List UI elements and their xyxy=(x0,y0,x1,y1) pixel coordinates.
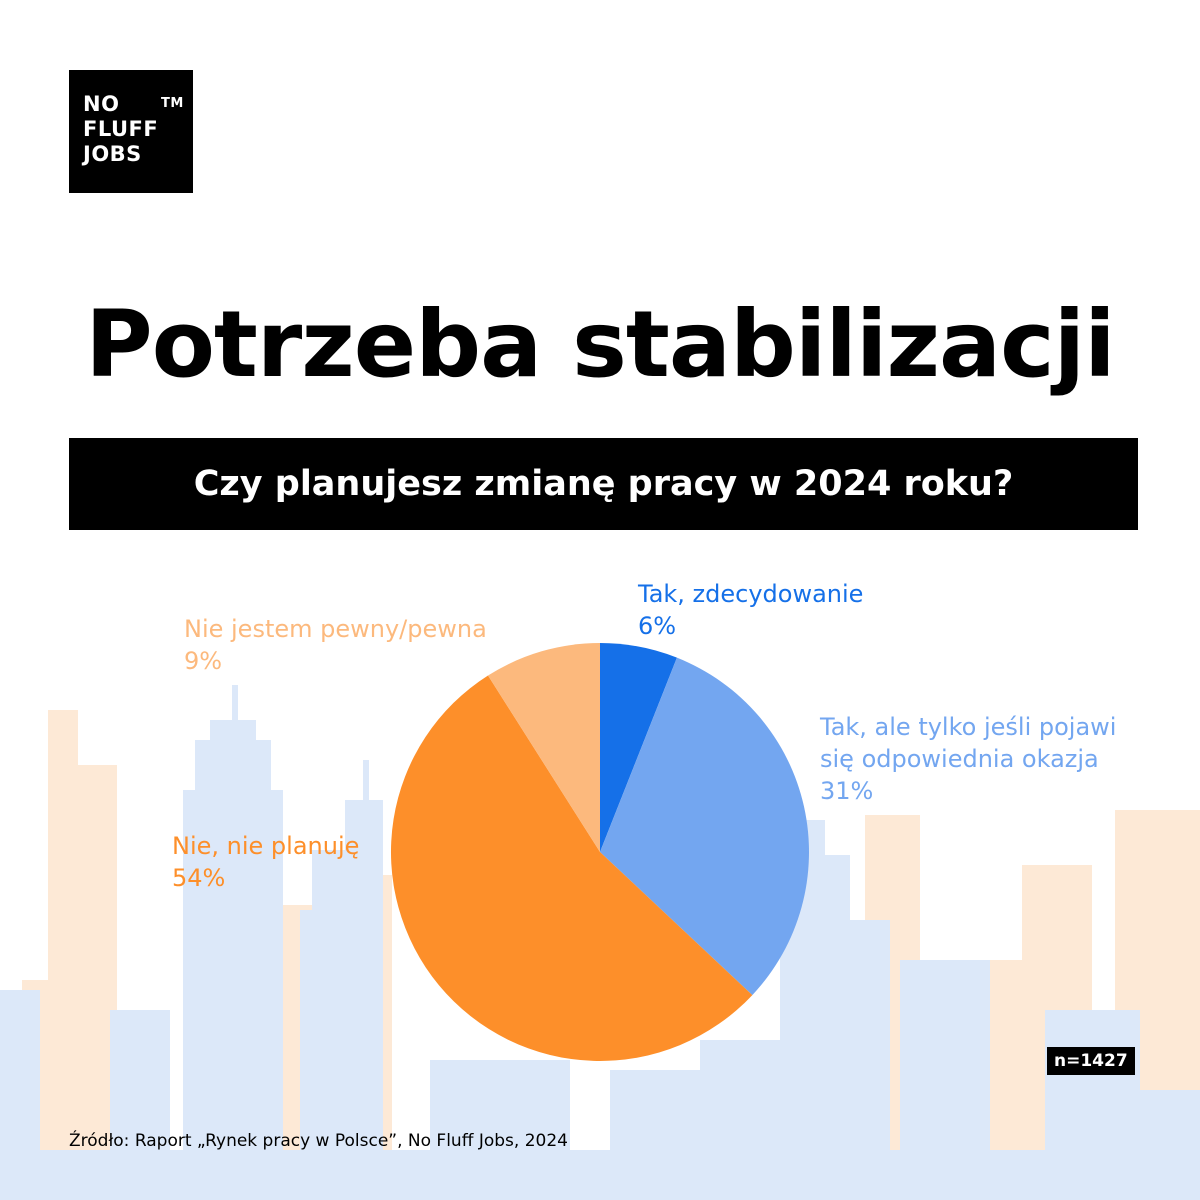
page-title: Potrzeba stabilizacji xyxy=(85,291,1115,398)
slice-label-tak-zdecydowanie: Tak, zdecydowanie 6% xyxy=(638,578,863,642)
slice-label-line: się odpowiednia okazja xyxy=(820,745,1099,773)
slice-label-line: Tak, zdecydowanie xyxy=(638,580,864,608)
logo-line-3: JOBS xyxy=(83,142,142,166)
source-note: Źródło: Raport „Rynek pracy w Polsce”, N… xyxy=(69,1131,568,1151)
pie-slice xyxy=(390,675,753,1062)
brand-logo: NO FLUFF JOBS TM xyxy=(69,70,193,193)
question-banner: Czy planujesz zmianę pracy w 2024 roku? xyxy=(69,438,1138,530)
pie-slice xyxy=(600,657,809,996)
pie-slice xyxy=(600,643,677,852)
slice-label-line: Nie, nie planuję xyxy=(172,832,360,860)
slice-label-line: Tak, ale tylko jeśli pojawi xyxy=(820,713,1117,741)
chart-question: Czy planujesz zmianę pracy w 2024 roku? xyxy=(193,464,1014,504)
slice-label-tak-jesli-okazja: Tak, ale tylko jeśli pojawi się odpowied… xyxy=(820,711,1116,807)
logo-line-1: NO xyxy=(83,92,120,116)
slice-value-label: 6% xyxy=(638,612,677,640)
slice-value-label: 31% xyxy=(820,777,874,805)
slice-label-line: Nie jestem pewny/pewna xyxy=(184,615,487,643)
slice-value-label: 54% xyxy=(172,864,226,892)
slice-value-label: 9% xyxy=(184,647,223,675)
sample-size-badge: n=1427 xyxy=(1047,1047,1135,1075)
slice-label-nie-jestem-pewny: Nie jestem pewny/pewna 9% xyxy=(184,613,487,677)
pie-slice xyxy=(488,643,600,852)
slice-label-nie-planuje: Nie, nie planuję 54% xyxy=(172,830,359,894)
trademark-mark: TM xyxy=(161,96,184,111)
logo-line-2: FLUFF xyxy=(83,117,159,141)
skyline-blue-buildings xyxy=(0,685,1200,1200)
